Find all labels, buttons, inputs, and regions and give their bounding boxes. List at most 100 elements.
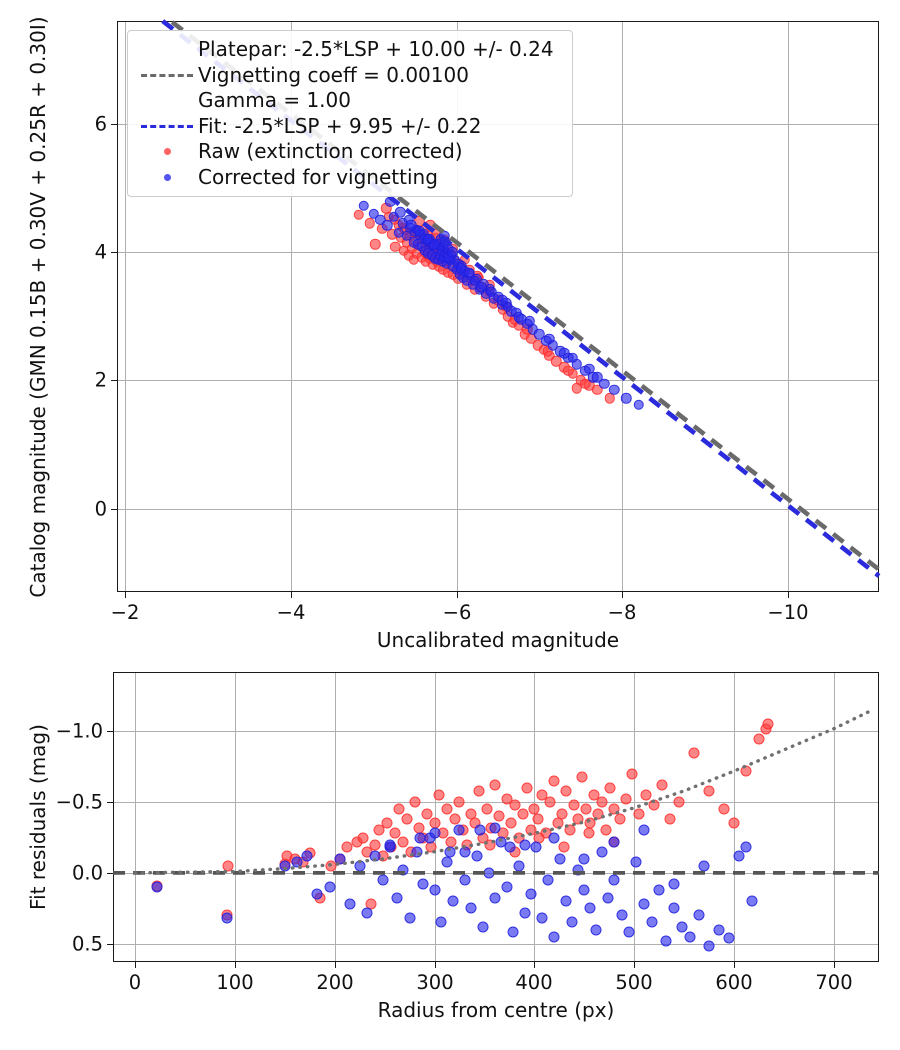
- scatter-point: [753, 733, 765, 744]
- gridline-horizontal: [114, 873, 878, 875]
- scatter-point: [505, 817, 516, 829]
- gridline-horizontal: [118, 252, 878, 254]
- scatter-point: [429, 884, 441, 896]
- y-tick: [107, 944, 113, 946]
- scatter-point: [453, 796, 464, 808]
- scatter-point: [664, 813, 676, 825]
- scatter-point: [614, 813, 626, 825]
- y-tick-label: 0: [94, 497, 107, 521]
- scatter-point: [453, 824, 464, 836]
- y-tick: [107, 873, 113, 875]
- scatter-point: [393, 803, 405, 815]
- scatter-point: [369, 850, 381, 862]
- legend-entry: Vignetting coeff = 0.00100: [136, 63, 562, 89]
- scatter-point: [381, 817, 393, 829]
- x-tick-label: 100: [216, 971, 254, 994]
- scatter-point: [481, 803, 492, 815]
- scatter-point: [558, 841, 570, 853]
- y-tick: [107, 731, 113, 733]
- scatter-point: [568, 799, 580, 811]
- x-tick: [622, 592, 624, 598]
- scatter-point: [566, 916, 578, 928]
- scatter-point: [524, 316, 535, 327]
- scatter-point: [698, 860, 710, 872]
- x-tick: [634, 962, 636, 968]
- legend-entry-label: Raw (extinction corrected): [198, 139, 463, 163]
- scatter-point: [592, 808, 604, 819]
- y-tick: [111, 252, 117, 254]
- gridline-horizontal: [118, 509, 878, 511]
- scatter-point: [324, 881, 336, 893]
- scatter-point: [564, 824, 576, 836]
- scatter-point: [489, 779, 500, 791]
- scatter-point: [449, 813, 461, 825]
- scatter-point: [493, 810, 504, 822]
- scatter-point: [578, 884, 590, 896]
- scatter-point: [571, 382, 582, 394]
- scatter-point: [608, 874, 620, 886]
- scatter-point: [504, 841, 515, 853]
- scatter-point: [459, 846, 470, 858]
- scatter-point: [592, 371, 603, 383]
- scatter-point: [221, 912, 233, 924]
- scatter-point: [530, 841, 542, 853]
- scatter-point: [447, 246, 458, 258]
- scatter-point: [536, 912, 548, 924]
- top-y-axis-label: Catalog magnitude (GMN 0.15B + 0.30V + 0…: [26, 15, 50, 598]
- scatter-point: [447, 895, 459, 907]
- x-tick-label: 300: [416, 971, 454, 994]
- scatter-point: [489, 822, 500, 834]
- legend-entry: Raw (extinction corrected): [136, 139, 562, 165]
- scatter-point: [556, 808, 568, 819]
- scatter-point: [361, 907, 373, 918]
- scatter-point: [301, 850, 313, 862]
- legend-key-corrected: [136, 165, 198, 181]
- y-tick: [111, 380, 117, 382]
- scatter-point: [476, 282, 487, 293]
- scatter-point: [353, 209, 365, 221]
- y-tick-label: 0.5: [71, 932, 103, 956]
- legend: Platepar: -2.5*LSP + 10.00 +/- 0.24 Vigne…: [127, 30, 573, 197]
- scatter-point: [151, 881, 163, 893]
- scatter-point: [600, 824, 612, 836]
- scatter-point: [552, 817, 564, 829]
- bottom-y-axis-label: Fit residuals (mag): [26, 724, 50, 910]
- scatter-point: [544, 333, 555, 344]
- scatter-point: [548, 931, 560, 942]
- gridline-horizontal: [114, 802, 878, 804]
- scatter-point: [433, 789, 445, 801]
- y-tick: [111, 124, 117, 126]
- scatter-point: [444, 846, 456, 858]
- gridline-horizontal: [114, 944, 878, 946]
- scatter-point: [496, 294, 508, 306]
- scatter-point: [713, 924, 725, 935]
- scatter-point: [596, 846, 608, 858]
- scatter-point: [501, 881, 512, 893]
- scatter-point: [693, 909, 705, 921]
- legend-entry: Platepar: -2.5*LSP + 10.00 +/- 0.24: [136, 37, 562, 63]
- scatter-point: [576, 771, 588, 783]
- legend-entry-label: Platepar: -2.5*LSP + 10.00 +/- 0.24: [198, 37, 554, 61]
- scatter-point: [486, 286, 497, 297]
- scatter-point: [596, 796, 608, 808]
- scatter-point: [484, 839, 495, 851]
- legend-key-empty: [136, 88, 198, 99]
- y-tick: [111, 509, 117, 511]
- scatter-point: [703, 785, 715, 797]
- scatter-point: [660, 935, 672, 947]
- gridline-vertical: [335, 673, 337, 961]
- scatter-point: [513, 860, 524, 872]
- scatter-point: [385, 196, 396, 208]
- scatter-point: [548, 832, 560, 843]
- scatter-point: [630, 856, 642, 868]
- scatter-point: [414, 832, 426, 843]
- gridline-vertical: [788, 22, 790, 591]
- scatter-point: [279, 860, 291, 872]
- x-tick-label: 200: [316, 971, 354, 994]
- scatter-point: [684, 931, 696, 942]
- gridline-vertical: [125, 22, 127, 591]
- scatter-point: [441, 856, 453, 868]
- scatter-point: [668, 878, 680, 890]
- scatter-point: [559, 348, 570, 359]
- y-tick-label: 0.0: [71, 861, 103, 885]
